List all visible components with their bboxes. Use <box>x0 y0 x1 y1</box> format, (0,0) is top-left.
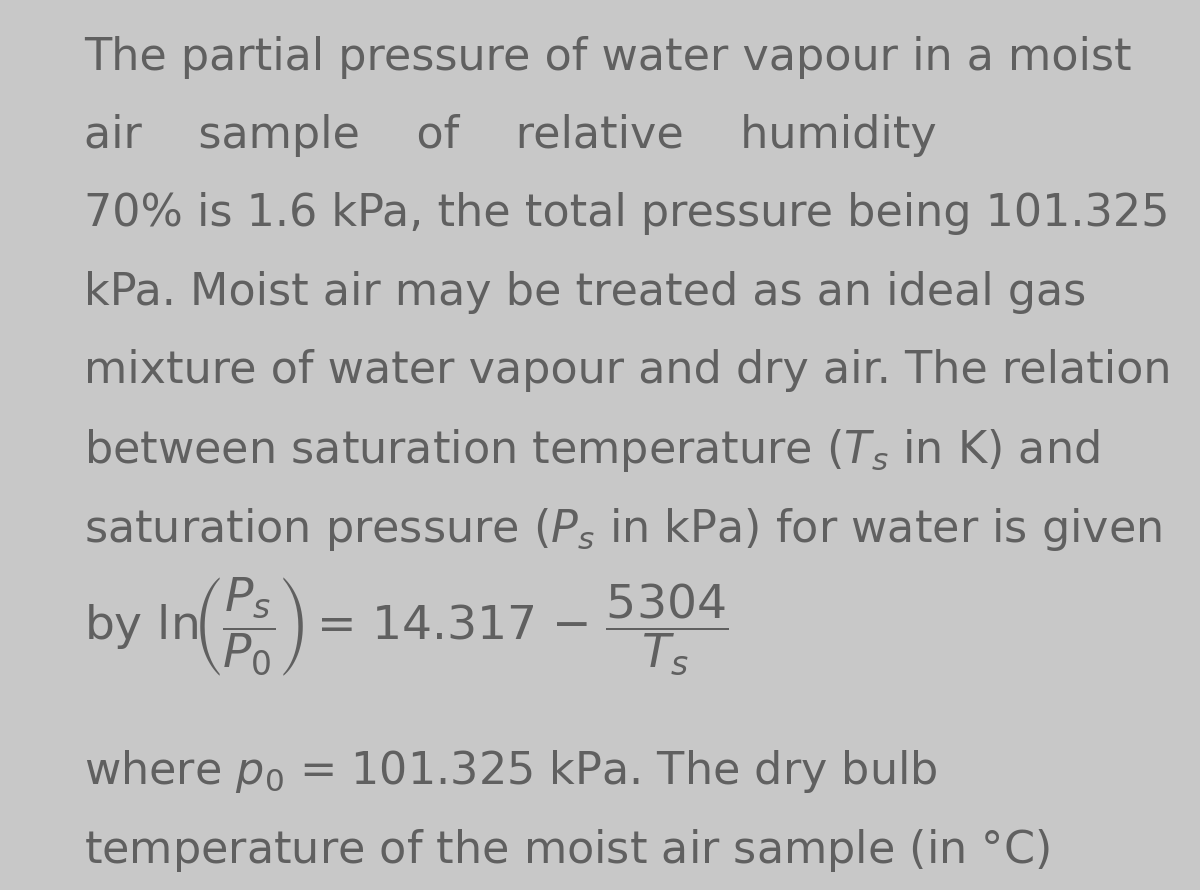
Text: between saturation temperature ($\it{T}_s$ in K) and: between saturation temperature ($\it{T}_… <box>84 427 1099 474</box>
Text: saturation pressure ($\it{P}_s$ in kPa) for water is given: saturation pressure ($\it{P}_s$ in kPa) … <box>84 506 1162 553</box>
Text: temperature of the moist air sample (in $\degree$C): temperature of the moist air sample (in … <box>84 827 1050 874</box>
Text: 70% is 1.6 kPa, the total pressure being 101.325: 70% is 1.6 kPa, the total pressure being… <box>84 192 1170 235</box>
Text: by ln$\!\left(\dfrac{P_s}{P_0}\right)\!$ = 14.317 $-$ $\dfrac{5304}{T_s}$: by ln$\!\left(\dfrac{P_s}{P_0}\right)\!$… <box>84 576 728 678</box>
Text: where $\it{p}_0$ = 101.325 kPa. The dry bulb: where $\it{p}_0$ = 101.325 kPa. The dry … <box>84 748 937 796</box>
Text: mixture of water vapour and dry air. The relation: mixture of water vapour and dry air. The… <box>84 349 1171 392</box>
Text: air    sample    of    relative    humidity: air sample of relative humidity <box>84 114 937 157</box>
Text: The partial pressure of water vapour in a moist: The partial pressure of water vapour in … <box>84 36 1132 78</box>
Text: kPa. Moist air may be treated as an ideal gas: kPa. Moist air may be treated as an idea… <box>84 271 1086 313</box>
